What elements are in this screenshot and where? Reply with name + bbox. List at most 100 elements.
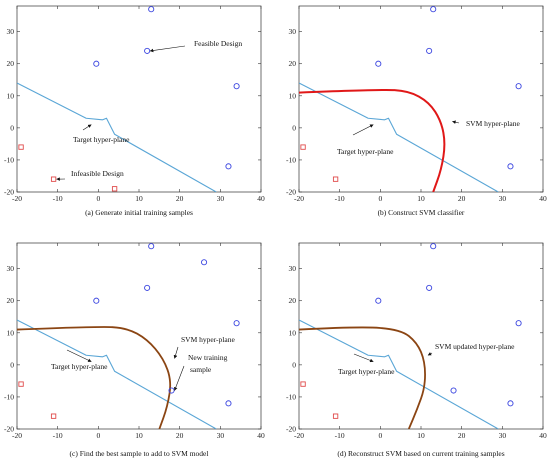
- panel-caption: (b) Construct SVM classifier: [378, 208, 465, 217]
- y-tick-label: 30: [7, 27, 15, 36]
- y-tick-label: -20: [4, 425, 14, 434]
- y-tick-label: 30: [289, 264, 297, 273]
- x-tick-label: 10: [417, 194, 425, 203]
- infeasible-point: [18, 381, 24, 387]
- y-tick-label: 20: [7, 59, 15, 68]
- plot-frame: [298, 5, 544, 193]
- x-tick-label: 30: [499, 431, 507, 440]
- y-tick-label: 10: [289, 328, 297, 337]
- infeasible-point: [332, 413, 339, 419]
- annotation-label: SVM hyper-plane: [466, 119, 520, 128]
- panel-caption: (d) Reconstruct SVM based on current tra…: [337, 449, 504, 458]
- feasible-point: [515, 320, 522, 327]
- y-tick-label: 0: [292, 123, 296, 132]
- feasible-point: [375, 297, 382, 304]
- x-tick-label: 0: [378, 194, 382, 203]
- feasible-point: [430, 6, 437, 13]
- y-tick-label: -20: [286, 425, 296, 434]
- y-tick-label: -10: [4, 155, 14, 164]
- y-tick-label: 0: [10, 360, 14, 369]
- x-tick-label: 20: [458, 431, 466, 440]
- x-tick-label: 0: [96, 194, 100, 203]
- annotation-arrow: [353, 353, 374, 363]
- svm-hyper-plane-curve: [17, 326, 172, 429]
- x-tick-label: -10: [53, 431, 63, 440]
- target-hyper-plane-line: [17, 319, 217, 429]
- y-tick-label: 30: [7, 264, 15, 273]
- y-tick-label: -20: [4, 188, 14, 197]
- x-tick-label: -20: [12, 194, 22, 203]
- x-tick-label: 40: [539, 431, 547, 440]
- y-tick-label: 10: [7, 91, 15, 100]
- x-tick-label: 30: [217, 194, 225, 203]
- annotation-label: Infeasible Design: [71, 169, 124, 178]
- annotation-label: Target hyper-plane: [337, 147, 394, 156]
- y-tick-label: 20: [7, 296, 15, 305]
- annotation-arrow: [452, 120, 460, 124]
- x-tick-label: -10: [53, 194, 63, 203]
- annotation-label: SVM updated hyper-plane: [435, 342, 515, 351]
- x-tick-label: 0: [378, 431, 382, 440]
- feasible-point: [148, 243, 155, 250]
- annotation-label: Target hyper-plane: [51, 362, 108, 371]
- panel-b: -20 -10 0 10 20 30 40 -20 -10 0 10 20 30 SVM hyper-pl…: [286, 5, 547, 217]
- feasible-point: [233, 83, 240, 90]
- panel-c: -20 -10 0 10 20 30 40 -20 -10 0 10 20 30 SVM hyper-pl…: [4, 242, 265, 458]
- x-tick-label: 30: [499, 194, 507, 203]
- x-tick-label: -20: [294, 431, 304, 440]
- target-hyper-plane-line: [299, 82, 499, 192]
- panel-d: -20 -10 0 10 20 30 40 -20 -10 0 10 20 30 SVM updated …: [286, 242, 547, 458]
- x-tick-label: 10: [135, 431, 143, 440]
- feasible-point: [450, 387, 457, 394]
- annotation-label: SVM hyper-plane: [181, 335, 235, 344]
- infeasible-point: [18, 144, 24, 150]
- annotation-arrow: [149, 45, 186, 53]
- target-hyper-plane-line: [299, 319, 499, 429]
- y-tick-label: -10: [4, 392, 14, 401]
- x-tick-label: -10: [335, 431, 345, 440]
- feasible-point: [93, 60, 100, 67]
- annotation-label: Feasible Design: [194, 39, 242, 48]
- feasible-point: [426, 284, 433, 291]
- annotation-label: sample: [190, 365, 212, 374]
- annotation-arrow: [427, 352, 433, 356]
- x-tick-label: -10: [335, 194, 345, 203]
- feasible-point: [375, 60, 382, 67]
- annotation-label: Target hyper-plane: [338, 367, 395, 376]
- annotation-arrow: [352, 124, 374, 136]
- plot-frame: [16, 5, 262, 193]
- x-tick-label: 40: [257, 431, 265, 440]
- y-tick-label: 20: [289, 59, 297, 68]
- feasible-point: [507, 163, 514, 170]
- infeasible-point: [50, 176, 57, 182]
- feasible-point: [233, 320, 240, 327]
- x-tick-label: 40: [539, 194, 547, 203]
- y-tick-label: 30: [289, 27, 297, 36]
- annotation-label: New training: [188, 353, 228, 362]
- svm-hyper-plane-curve: [299, 326, 426, 429]
- x-tick-label: 40: [257, 194, 265, 203]
- y-tick-label: 20: [289, 296, 297, 305]
- y-tick-label: 0: [292, 360, 296, 369]
- svm-hyper-plane-curve: [299, 89, 446, 192]
- x-tick-label: 10: [417, 431, 425, 440]
- x-tick-label: 20: [176, 194, 184, 203]
- y-tick-label: -10: [286, 392, 296, 401]
- feasible-point: [225, 163, 232, 170]
- x-tick-label: -20: [294, 194, 304, 203]
- infeasible-point: [50, 413, 57, 419]
- feasible-point: [426, 47, 433, 54]
- y-tick-label: -10: [286, 155, 296, 164]
- feasible-point: [148, 6, 155, 13]
- feasible-point: [93, 297, 100, 304]
- infeasible-point: [111, 186, 118, 192]
- panel-a: -20 -10 0 10 20 30 40 -20 -10 0 10 20 30 Feasible Des…: [4, 5, 265, 217]
- feasible-point: [144, 47, 151, 54]
- infeasible-point: [300, 144, 306, 150]
- x-tick-label: 10: [135, 194, 143, 203]
- x-tick-label: 20: [176, 431, 184, 440]
- annotation-arrow: [174, 365, 185, 391]
- y-tick-label: 10: [289, 91, 297, 100]
- x-tick-label: 20: [458, 194, 466, 203]
